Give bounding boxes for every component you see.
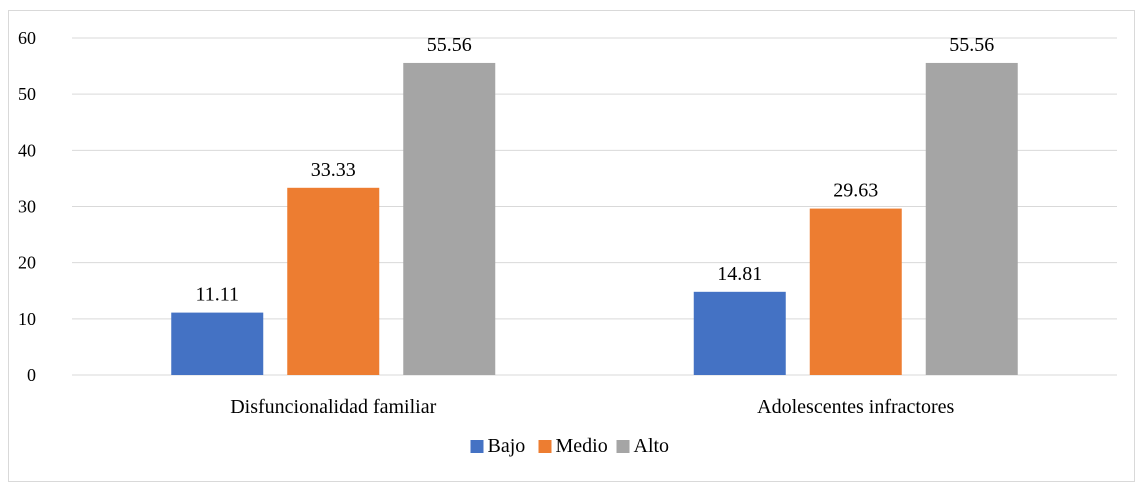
legend-swatch-medio bbox=[538, 440, 552, 453]
y-tick-label: 40 bbox=[18, 140, 36, 160]
bar-alto-0 bbox=[403, 62, 496, 376]
data-label: 29.63 bbox=[833, 180, 878, 202]
bar-medio-0 bbox=[287, 187, 380, 375]
legend-label-medio: Medio bbox=[556, 435, 608, 457]
bar-alto-1 bbox=[925, 62, 1018, 376]
axis-layer: 0 10 20 30 40 50 60 Disfuncionalidad familiar Ad… bbox=[18, 28, 1117, 418]
legend-label-alto: Alto bbox=[634, 435, 670, 457]
legend-label-bajo: Bajo bbox=[488, 435, 526, 457]
y-tick-label: 20 bbox=[18, 253, 36, 273]
y-tick-label: 10 bbox=[18, 309, 36, 329]
y-tick-label: 50 bbox=[18, 84, 36, 104]
legend-swatch-alto bbox=[616, 440, 630, 453]
bar-bajo-0 bbox=[171, 312, 264, 375]
data-label: 55.56 bbox=[949, 34, 994, 56]
y-tick-label: 0 bbox=[27, 365, 36, 385]
category-label: Disfuncionalidad familiar bbox=[230, 396, 436, 418]
category-label: Adolescentes infractores bbox=[757, 396, 954, 418]
y-tick-label: 60 bbox=[18, 28, 36, 48]
legend-swatch-bajo bbox=[470, 440, 484, 453]
bar-medio-1 bbox=[809, 208, 902, 375]
y-tick-label: 30 bbox=[18, 197, 36, 217]
legend-layer: Bajo Medio Alto bbox=[470, 435, 670, 457]
data-label: 11.11 bbox=[195, 284, 239, 306]
data-label: 14.81 bbox=[717, 263, 762, 285]
label-layer: 11.11 33.33 55.56 14.81 29.63 55.56 bbox=[195, 34, 994, 306]
data-label: 55.56 bbox=[427, 34, 472, 56]
data-label: 33.33 bbox=[311, 159, 356, 181]
bar-layer bbox=[171, 62, 1018, 376]
bar-bajo-1 bbox=[693, 291, 786, 375]
